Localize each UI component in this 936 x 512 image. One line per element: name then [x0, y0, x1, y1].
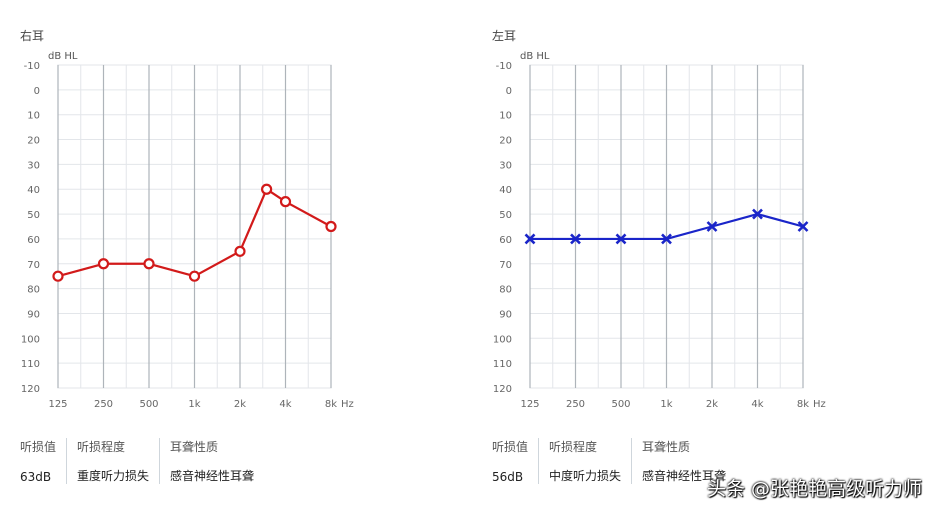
y-tick-label: 80: [499, 285, 512, 296]
y-tick-label: 50: [27, 210, 40, 221]
cross-stroke: [615, 233, 627, 245]
cross-stroke: [706, 221, 718, 232]
y-tick-label: 20: [27, 136, 40, 147]
x-tick-label: 8k: [325, 399, 337, 410]
summary-label: 听损值: [492, 440, 529, 454]
data-point-cross: [524, 233, 536, 245]
cross-stroke: [570, 233, 581, 245]
summary-hearing-loss-degree: 听损程度 中度听力损失: [538, 438, 631, 484]
summary-hearing-loss-type: 耳聋性质 感音神经性耳聋: [159, 438, 264, 484]
data-point-circle: [188, 270, 201, 282]
x-tick-label: 250: [566, 399, 585, 410]
right-ear-panel: 右耳 -10 0 10 20 30 40 50 60 70 80 90 100 110 120 dB HL 1…: [20, 29, 354, 486]
data-point-circle: [143, 258, 155, 270]
x-axis-unit: Hz: [341, 399, 354, 410]
data-point-cross: [752, 208, 763, 220]
y-tick-label: 40: [27, 185, 40, 196]
y-tick-label: 40: [499, 185, 512, 196]
x-tick-label: 125: [520, 399, 539, 410]
y-tick-label: 110: [493, 359, 512, 370]
cross-stroke: [661, 233, 672, 245]
y-tick-label: 120: [493, 384, 512, 395]
summary-value: 重度听力损失: [77, 469, 150, 483]
y-tick-label: 120: [21, 384, 40, 395]
left-ear-audiogram: -10 0 10 20 30 40 50 60 70 80 90 100 110 120 dB HL 125 2…: [493, 51, 826, 410]
y-tick-label: 10: [499, 111, 512, 122]
y-axis-label: dB HL: [520, 51, 550, 62]
summary-value: 63dB: [20, 470, 52, 484]
watermark-text: 头条 @张艳艳高级听力师: [706, 478, 922, 500]
x-axis-unit: Hz: [813, 399, 826, 410]
y-tick-label: 80: [27, 285, 40, 296]
y-tick-label: 70: [499, 260, 512, 271]
summary-hearing-loss-value: 听损值 56dB: [492, 438, 538, 484]
y-tick-label: 60: [27, 235, 40, 246]
data-point-circle: [325, 220, 337, 233]
data-point-cross: [797, 221, 809, 232]
data-point-cross: [615, 233, 627, 245]
x-tick-label: 2k: [234, 399, 246, 410]
y-tick-label: 50: [499, 210, 512, 221]
y-tick-label: 30: [499, 160, 512, 171]
summary-label: 听损程度: [77, 440, 126, 454]
x-tick-label: 500: [611, 399, 630, 410]
summary-hearing-loss-degree: 听损程度 重度听力损失: [66, 438, 159, 484]
x-tick-label: 4k: [751, 399, 763, 410]
y-tick-label: 30: [27, 160, 40, 171]
ear-title: 右耳: [20, 29, 45, 43]
y-tick-label: 60: [499, 235, 512, 246]
data-point-circle: [97, 258, 110, 270]
y-tick-label: 0: [506, 86, 512, 97]
summary-value: 感音神经性耳聋: [170, 469, 255, 483]
y-tick-label: 70: [27, 260, 40, 271]
summary: 听损值 56dB 听损程度 中度听力损失 耳聋性质 感音神经性耳聋: [492, 438, 736, 486]
data-point-circle: [52, 270, 64, 282]
data-point-cross: [706, 221, 718, 232]
y-tick-label: 0: [34, 86, 40, 97]
x-tick-label: 1k: [660, 399, 672, 410]
left-ear-panel: 左耳 -10 0 10 20 30 40 50 60 70 80 90 100 110 120 dB HL 1…: [468, 0, 936, 512]
cross-stroke: [524, 233, 536, 245]
y-tick-label: 100: [493, 334, 512, 345]
cross-stroke: [797, 221, 809, 232]
y-tick-label: 90: [499, 309, 512, 320]
data-point-cross: [661, 233, 672, 245]
x-tick-label: 2k: [706, 399, 718, 410]
x-tick-label: 4k: [279, 399, 291, 410]
data-point-circle: [279, 196, 292, 208]
summary-label: 耳聋性质: [170, 440, 219, 454]
x-tick-label: 250: [94, 399, 113, 410]
summary: 听损值 63dB 听损程度 重度听力损失 耳聋性质 感音神经性耳聋: [20, 438, 264, 486]
x-tick-label: 1k: [188, 399, 200, 410]
cross-stroke: [752, 208, 763, 220]
summary-label: 听损值: [20, 440, 57, 454]
summary-label: 耳聋性质: [642, 440, 691, 454]
y-tick-label: 10: [27, 111, 40, 122]
x-tick-label: 125: [48, 399, 67, 410]
y-tick-label: -10: [496, 61, 512, 72]
y-tick-label: -10: [24, 61, 40, 72]
y-tick-label: 20: [499, 136, 512, 147]
data-point-cross: [570, 233, 581, 245]
y-axis-label: dB HL: [48, 51, 78, 62]
x-tick-label: 500: [139, 399, 158, 410]
summary-value: 56dB: [492, 470, 524, 484]
summary-hearing-loss-type: 耳聋性质 感音神经性耳聋: [631, 438, 736, 484]
y-tick-label: 110: [21, 359, 40, 370]
y-tick-label: 90: [27, 309, 40, 320]
ear-title: 左耳: [492, 29, 517, 43]
summary-label: 听损程度: [549, 440, 598, 454]
y-tick-label: 100: [21, 334, 40, 345]
summary-value: 感音神经性耳聋: [642, 469, 727, 483]
x-tick-label: 8k: [797, 399, 809, 410]
data-point-circle: [261, 183, 273, 195]
data-point-circle: [234, 245, 246, 257]
right-ear-audiogram: -10 0 10 20 30 40 50 60 70 80 90 100 110 120 dB HL 125 2…: [21, 51, 354, 410]
summary-hearing-loss-value: 听损值 63dB: [20, 438, 66, 484]
summary-value: 中度听力损失: [549, 469, 622, 483]
